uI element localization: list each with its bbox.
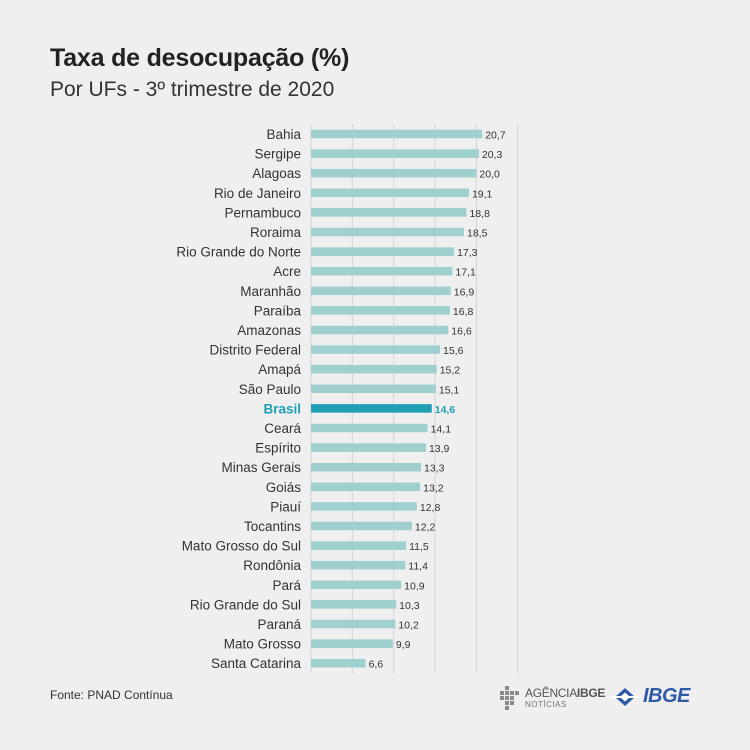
bar (311, 423, 428, 433)
value-label: 12,8 (420, 502, 441, 514)
bar (311, 325, 449, 335)
value-label: 17,1 (455, 267, 476, 279)
bar (311, 286, 451, 296)
category-label: Paraíba (254, 303, 302, 318)
chart-subtitle: Por UFs - 3º trimestre de 2020 (50, 78, 335, 101)
bar (311, 502, 417, 511)
category-label: Minas Gerais (221, 460, 301, 475)
category-label: Mato Grosso (224, 637, 301, 652)
bar (311, 227, 464, 237)
bar (311, 345, 441, 354)
bar (311, 619, 396, 629)
value-label: 13,2 (423, 482, 444, 494)
category-label: Amapá (258, 362, 301, 377)
category-label: Mato Grosso do Sul (182, 539, 301, 554)
agencia-ibge-logo: AGÊNCIAIBGE NOTÍCIAS (498, 686, 605, 710)
category-label: Goiás (266, 480, 302, 495)
bar (311, 404, 432, 413)
value-label: 9,9 (396, 639, 411, 651)
value-label: 16,6 (451, 326, 472, 338)
bar (311, 247, 455, 256)
category-label: Bahia (266, 127, 301, 142)
value-label: 20,7 (485, 130, 506, 142)
category-label: Ceará (264, 421, 301, 436)
value-label: 17,3 (457, 247, 478, 259)
value-label: 20,3 (482, 149, 503, 161)
category-label: Rio Grande do Sul (190, 597, 301, 612)
value-label: 10,2 (398, 620, 419, 632)
bar (311, 521, 412, 531)
bar-chart: Bahia 20,7 Sergipe 20,3 Alagoas 20,0 Rio de Ja… (176, 124, 519, 674)
value-label: 6,6 (369, 659, 384, 671)
value-label: 13,9 (429, 443, 450, 455)
bar (311, 364, 437, 374)
value-label: 10,9 (404, 580, 425, 592)
bar (311, 639, 393, 648)
category-label: Brasil (263, 401, 301, 416)
bar (311, 208, 467, 217)
bar (311, 129, 483, 139)
category-label: Acre (273, 264, 301, 279)
ibge-wordmark: IBGE (643, 685, 690, 707)
agencia-ibge-word: IBGE (576, 686, 606, 700)
bar (311, 443, 426, 452)
value-label: 18,5 (467, 228, 488, 240)
category-label: Alagoas (252, 166, 301, 181)
agencia-word: AGÊNCIA (525, 686, 577, 700)
category-label: Rio Grande do Norte (176, 245, 301, 260)
bar (311, 384, 436, 394)
bar (311, 462, 421, 472)
bar (311, 541, 407, 550)
value-label: 15,2 (440, 365, 461, 377)
category-label: Pará (272, 578, 301, 593)
value-label: 10,3 (399, 600, 420, 612)
bar (311, 482, 421, 492)
value-label: 14,1 (431, 424, 452, 436)
bar (311, 560, 406, 570)
bar (311, 600, 397, 609)
category-label: Pernambuco (224, 205, 301, 220)
bar (311, 168, 477, 178)
value-label: 12,2 (415, 522, 436, 534)
brazil-map-icon (500, 686, 519, 710)
value-label: 16,9 (454, 286, 475, 298)
value-label: 18,8 (469, 208, 490, 220)
value-label: 19,1 (472, 188, 493, 200)
category-label: Maranhão (240, 284, 301, 299)
value-label: 11,5 (409, 541, 429, 553)
category-label: Roraima (250, 225, 302, 240)
ibge-logo: IBGE (611, 685, 690, 708)
bar (311, 188, 469, 198)
agencia-subtitle: NOTÍCIAS (525, 700, 567, 709)
bar (311, 149, 479, 158)
value-label: 16,8 (453, 306, 474, 318)
category-label: Piauí (270, 499, 301, 514)
value-label: 14,6 (435, 404, 456, 416)
bar (311, 658, 366, 668)
category-label: Paraná (257, 617, 301, 632)
category-label: Espírito (255, 441, 301, 456)
category-label: Tocantins (244, 519, 301, 534)
category-label: Santa Catarina (211, 656, 302, 671)
value-label: 15,1 (439, 384, 460, 396)
category-label: Rondônia (243, 558, 301, 573)
category-label: Rio de Janeiro (214, 186, 301, 201)
source-note: Fonte: PNAD Contínua (50, 688, 173, 702)
bar (311, 580, 402, 590)
chart-title: Taxa de desocupação (%) (50, 44, 350, 72)
value-label: 15,6 (443, 345, 464, 357)
category-label: Sergipe (254, 147, 301, 162)
value-label: 11,4 (408, 561, 428, 573)
category-label: Distrito Federal (209, 343, 301, 358)
ibge-diamond-icon (611, 687, 639, 706)
bar (311, 306, 450, 315)
value-label: 13,3 (424, 463, 445, 475)
bar (311, 266, 453, 276)
value-label: 20,0 (479, 169, 500, 181)
category-label: Amazonas (237, 323, 301, 338)
category-label: São Paulo (239, 382, 301, 397)
